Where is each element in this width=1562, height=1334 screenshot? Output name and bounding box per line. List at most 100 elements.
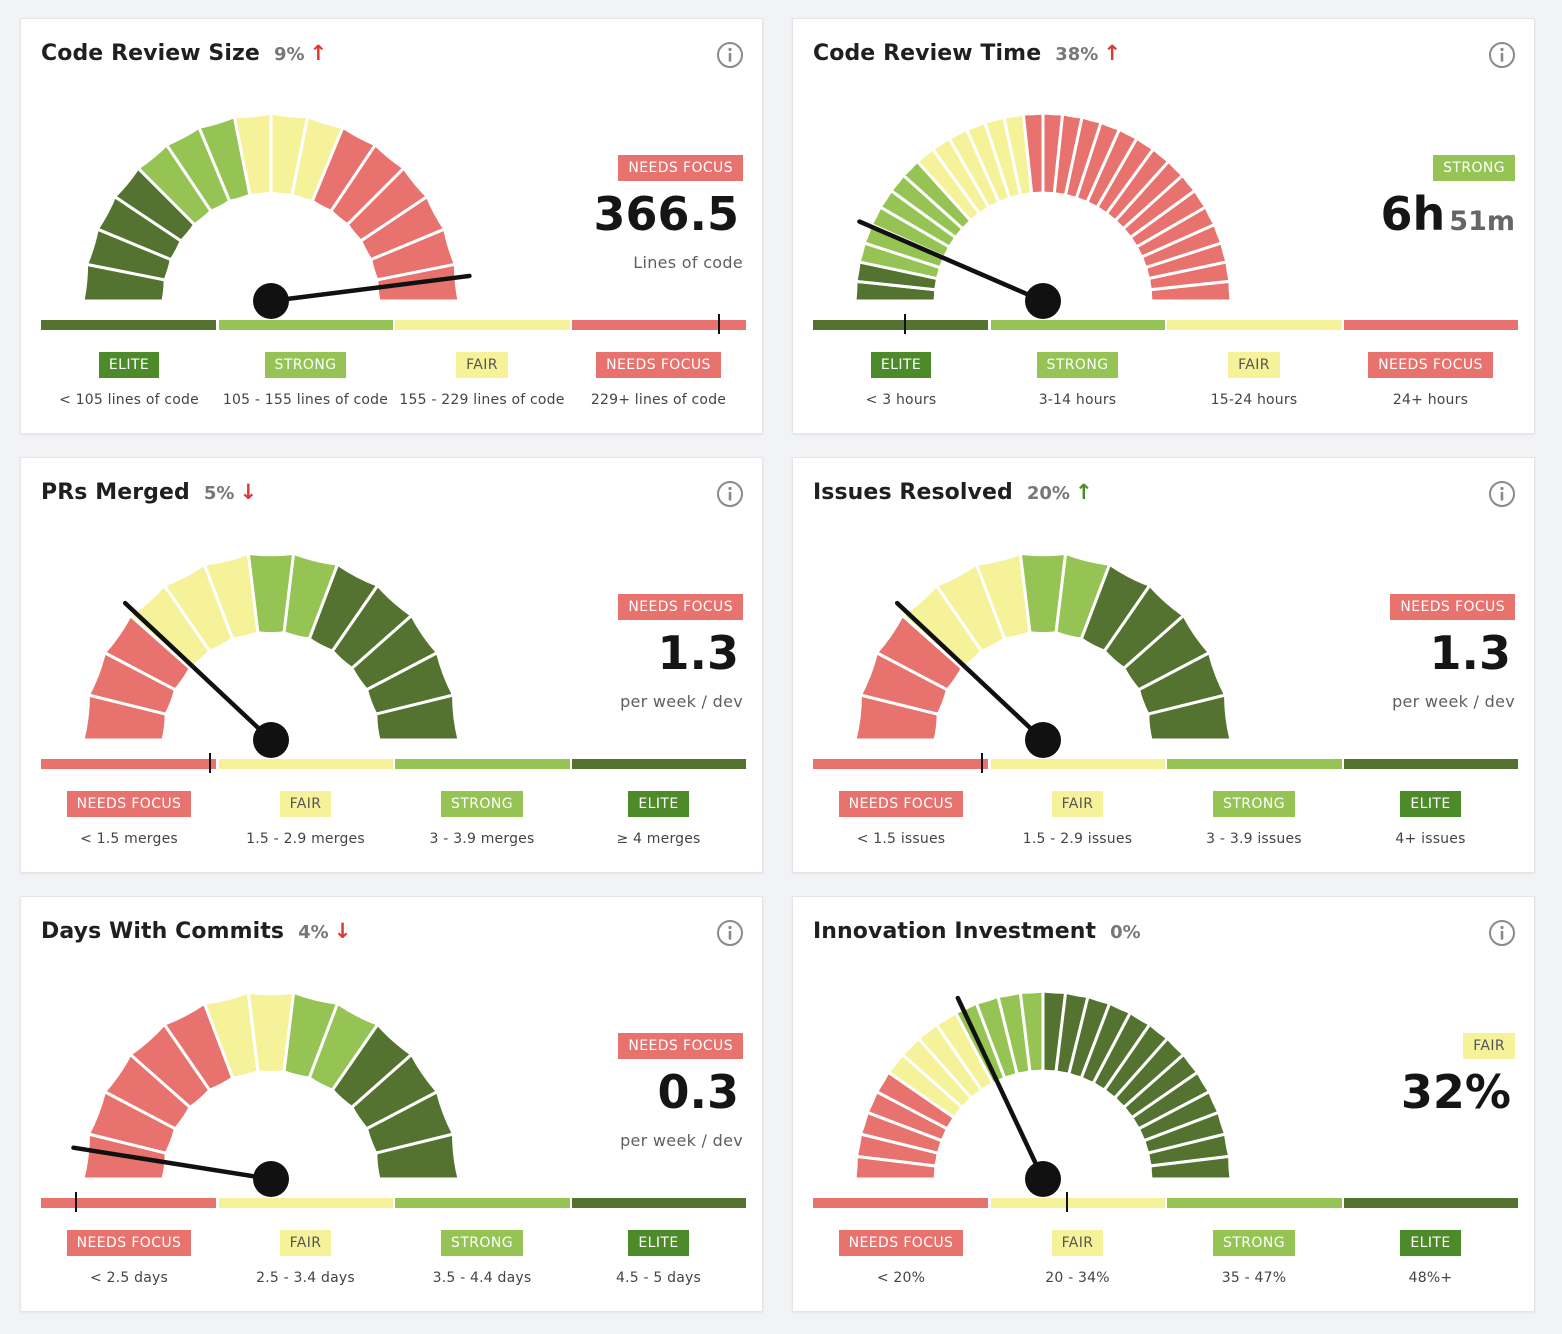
legend-badge: NEEDS FOCUS — [1368, 352, 1493, 378]
legend-item-strong: STRONG 3 - 3.9 merges — [394, 791, 570, 847]
gauge-slice-elite — [374, 693, 461, 742]
metric-card-days-with-commits: Days With Commits 4% ↓ NEEDS FOCUS 0.3 p… — [20, 896, 763, 1312]
info-icon[interactable] — [716, 480, 744, 508]
legend-item-fair: FAIR 155 - 229 lines of code — [394, 352, 570, 408]
metric-value: 1.3 — [443, 624, 743, 690]
legend-item-needs-focus: NEEDS FOCUS < 2.5 days — [41, 1230, 217, 1286]
legend-item-elite: ELITE 4+ issues — [1343, 791, 1519, 847]
legend-badge: FAIR — [1051, 1230, 1104, 1256]
legend-range: 2.5 - 3.4 days — [256, 1270, 355, 1286]
legend: ELITE < 3 hours STRONG 3-14 hours FAIR 15-24 … — [813, 352, 1519, 422]
scale-bar — [813, 1192, 1519, 1212]
gauge-needle — [268, 273, 472, 304]
scale-segment-fair — [218, 759, 393, 769]
gauge-hub — [1025, 283, 1061, 319]
info-icon[interactable] — [1488, 41, 1516, 69]
scale-segment-needs-focus — [41, 759, 216, 769]
status-badge: NEEDS FOCUS — [1390, 594, 1515, 620]
gauge-needle — [894, 600, 1046, 743]
info-icon[interactable] — [716, 41, 744, 69]
legend-badge: STRONG — [1213, 791, 1295, 817]
scale-bar — [813, 314, 1519, 334]
scale-segment-elite — [571, 1198, 746, 1208]
scale-segment-fair — [395, 320, 570, 330]
legend-badge: ELITE — [98, 352, 160, 378]
legend-badge: FAIR — [456, 352, 508, 378]
gauge-needle — [955, 995, 1046, 1182]
metric-value: 6h 51m — [1215, 185, 1515, 251]
scale-segment-fair — [1167, 320, 1342, 330]
trend-arrow-icon: ↑ — [1103, 41, 1121, 65]
info-icon[interactable] — [1488, 919, 1516, 947]
legend-badge: ELITE — [628, 1230, 689, 1256]
gauge-chart — [853, 989, 1233, 1197]
legend-item-fair: FAIR 20 - 34% — [990, 1230, 1166, 1286]
legend-range: 155 - 229 lines of code — [399, 392, 565, 408]
gauge-hub — [253, 722, 289, 758]
legend-range: < 2.5 days — [90, 1270, 168, 1286]
gauge-needle — [122, 600, 274, 743]
scale-segment-fair — [990, 759, 1165, 769]
scale-marker — [717, 314, 720, 334]
trend-arrow-icon: ↓ — [239, 480, 258, 504]
info-icon[interactable] — [716, 919, 744, 947]
legend-badge: NEEDS FOCUS — [66, 1230, 192, 1256]
legend: NEEDS FOCUS < 20% FAIR 20 - 34% STRONG 35 - 4… — [813, 1230, 1519, 1300]
scale-segment-fair — [218, 1198, 393, 1208]
legend-badge: STRONG — [441, 791, 523, 817]
legend-item-strong: STRONG 35 - 47% — [1166, 1230, 1342, 1286]
card-header: PRs Merged 5% ↓ — [41, 480, 257, 514]
metric-value: 32% — [1215, 1063, 1515, 1129]
status-badge: NEEDS FOCUS — [618, 594, 743, 620]
metric-card-prs-merged: PRs Merged 5% ↓ NEEDS FOCUS 1.3 per week… — [20, 457, 763, 873]
scale-bar — [41, 1192, 747, 1212]
gauge-chart — [81, 111, 472, 319]
legend: ELITE < 105 lines of code STRONG 105 - 155 … — [41, 352, 747, 422]
scale-segment-elite — [813, 320, 988, 330]
legend-range: 4+ issues — [1395, 831, 1466, 847]
legend-badge: STRONG — [1213, 1230, 1295, 1256]
legend-item-needs-focus: NEEDS FOCUS < 1.5 merges — [41, 791, 217, 847]
legend-range: < 105 lines of code — [59, 392, 199, 408]
metric-card-innovation-investment: Innovation Investment 0% FAIR 32% NEEDS … — [792, 896, 1535, 1312]
metric-value-main: 6h — [1380, 187, 1446, 241]
legend-range: < 20% — [876, 1270, 926, 1286]
scale-segment-strong — [395, 759, 570, 769]
legend-range: 229+ lines of code — [590, 392, 727, 408]
scale-marker — [209, 753, 212, 773]
info-icon[interactable] — [1488, 480, 1516, 508]
status-badge: STRONG — [1433, 155, 1515, 181]
gauge-hub — [253, 1161, 289, 1197]
scale-segment-strong — [990, 320, 1165, 330]
legend-item-needs-focus: NEEDS FOCUS 24+ hours — [1343, 352, 1519, 408]
scale-bar — [813, 753, 1519, 773]
metric-value-main: 366.5 — [593, 187, 739, 241]
legend-item-fair: FAIR 2.5 - 3.4 days — [218, 1230, 394, 1286]
scale-segment-strong — [218, 320, 393, 330]
metric-value-main: 1.3 — [657, 626, 740, 680]
legend-range: < 3 hours — [865, 392, 937, 408]
legend-badge: FAIR — [1051, 791, 1104, 817]
change-percent: 9% — [273, 44, 305, 65]
legend: NEEDS FOCUS < 2.5 days FAIR 2.5 - 3.4 days S… — [41, 1230, 747, 1300]
scale-segment-elite — [1343, 1198, 1518, 1208]
gauge-hub — [253, 283, 289, 319]
gauge-hub — [1025, 722, 1061, 758]
value-box: STRONG 6h 51m — [1215, 155, 1515, 253]
legend-range: < 1.5 issues — [856, 831, 946, 847]
scale-segment-needs-focus — [1343, 320, 1518, 330]
legend-badge: NEEDS FOCUS — [838, 791, 964, 817]
legend-range: < 1.5 merges — [80, 831, 178, 847]
legend-item-strong: STRONG 3.5 - 4.4 days — [394, 1230, 570, 1286]
legend-range: 3.5 - 4.4 days — [432, 1270, 532, 1286]
gauge-chart — [81, 551, 461, 758]
value-box: NEEDS FOCUS 1.3 per week / dev — [1215, 594, 1515, 711]
legend-item-needs-focus: NEEDS FOCUS < 20% — [813, 1230, 989, 1286]
scale-segment-needs-focus — [571, 320, 746, 330]
legend-range: 15-24 hours — [1210, 392, 1298, 408]
metric-value: 366.5 — [443, 185, 743, 251]
metric-unit-label: Lines of code — [633, 253, 743, 272]
card-title: PRs Merged — [41, 480, 190, 505]
change-percent: 38% — [1055, 44, 1099, 65]
